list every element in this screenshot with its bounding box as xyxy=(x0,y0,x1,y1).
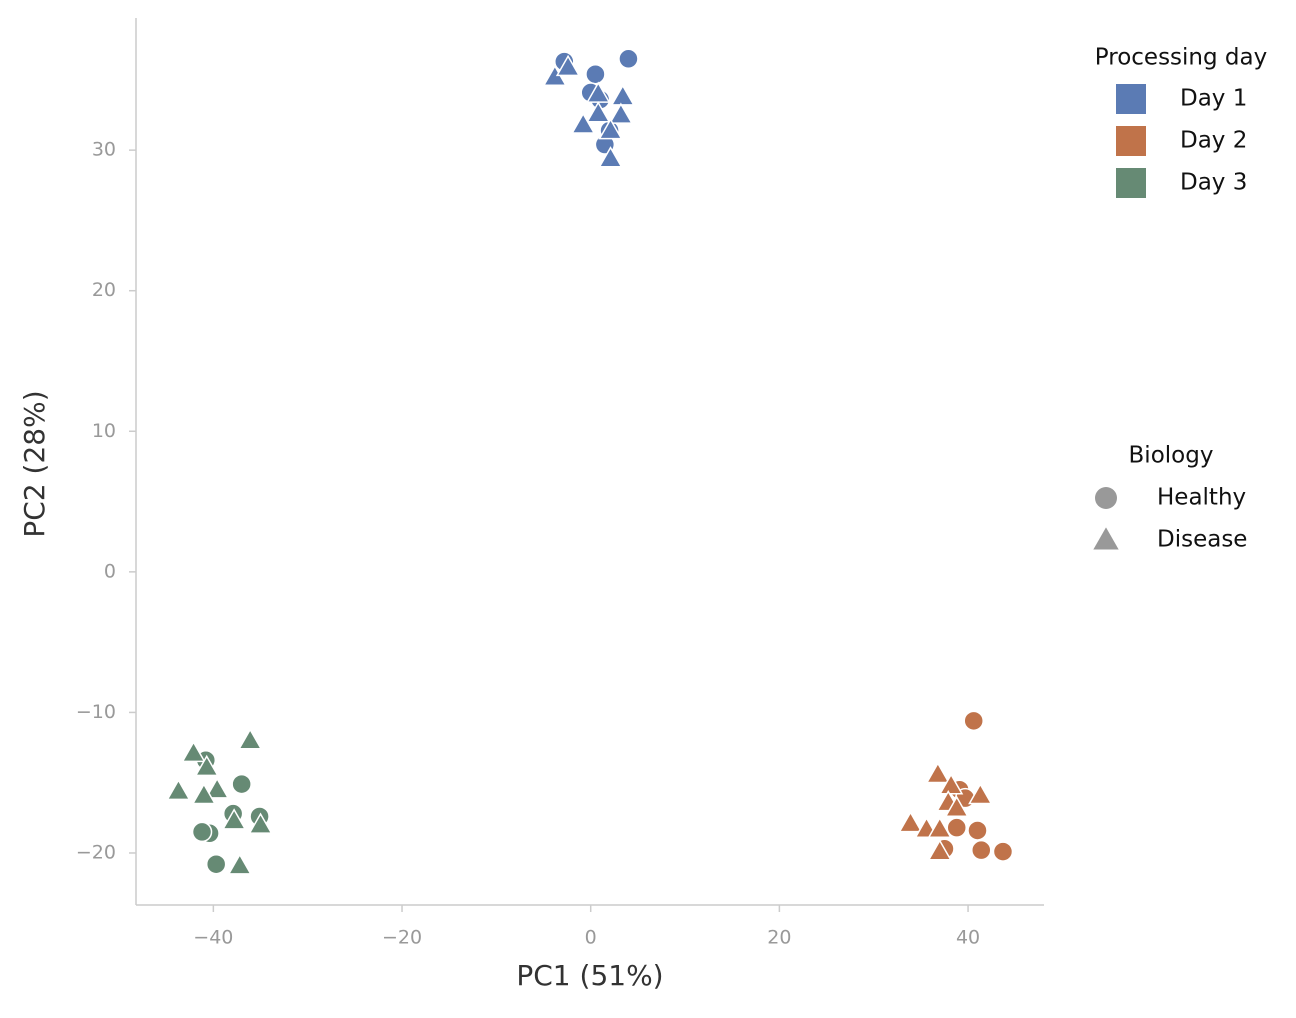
point xyxy=(221,808,247,830)
point xyxy=(963,710,984,732)
point xyxy=(586,101,611,123)
legend-swatch xyxy=(1116,168,1146,198)
y-tick-label: −20 xyxy=(76,841,116,863)
point xyxy=(237,728,263,750)
legend-label: Day 2 xyxy=(1180,128,1247,154)
point xyxy=(227,853,252,875)
legend-marker xyxy=(1095,487,1117,509)
point xyxy=(166,778,191,801)
point xyxy=(968,782,993,805)
legend-swatch xyxy=(1116,84,1146,114)
legend-marker xyxy=(1093,527,1119,550)
point xyxy=(992,841,1014,862)
point xyxy=(191,821,213,843)
legend-label: Day 3 xyxy=(1180,170,1247,196)
point xyxy=(204,777,230,799)
legend-label: Disease xyxy=(1157,527,1247,553)
point xyxy=(555,54,581,77)
point xyxy=(927,816,952,839)
point xyxy=(205,853,227,875)
point xyxy=(194,754,219,777)
point xyxy=(927,839,952,861)
x-axis-label: PC1 (51%) xyxy=(516,959,663,992)
y-tick-label: 10 xyxy=(92,420,116,442)
point xyxy=(191,782,217,805)
point xyxy=(610,84,635,106)
x-tick-label: 40 xyxy=(956,927,980,949)
point xyxy=(248,812,273,834)
legend-label: Day 1 xyxy=(1180,86,1247,112)
point xyxy=(898,811,923,833)
point xyxy=(925,761,951,784)
y-tick-label: 30 xyxy=(92,139,116,161)
point xyxy=(944,795,969,817)
point xyxy=(598,146,623,168)
x-tick-label: −20 xyxy=(382,927,422,949)
point xyxy=(967,820,988,841)
point xyxy=(181,740,206,763)
legend-title: Processing day xyxy=(1095,45,1267,71)
x-tick-label: 0 xyxy=(585,927,597,949)
x-tick-label: 20 xyxy=(767,927,791,949)
point xyxy=(585,63,606,85)
point xyxy=(598,118,623,140)
point xyxy=(971,839,992,861)
y-tick-label: −10 xyxy=(76,701,116,723)
point xyxy=(938,773,964,795)
point xyxy=(231,773,252,795)
legend-swatch xyxy=(1116,126,1146,156)
y-tick-label: 0 xyxy=(104,560,116,582)
point xyxy=(946,817,967,838)
x-tick-label: −40 xyxy=(193,927,233,949)
legend-title: Biology xyxy=(1129,443,1214,469)
legend-label: Healthy xyxy=(1157,485,1246,511)
y-tick-label: 20 xyxy=(92,279,116,301)
point xyxy=(618,48,639,70)
y-axis-label: PC2 (28%) xyxy=(18,390,51,537)
point xyxy=(570,112,596,134)
point xyxy=(608,102,634,124)
